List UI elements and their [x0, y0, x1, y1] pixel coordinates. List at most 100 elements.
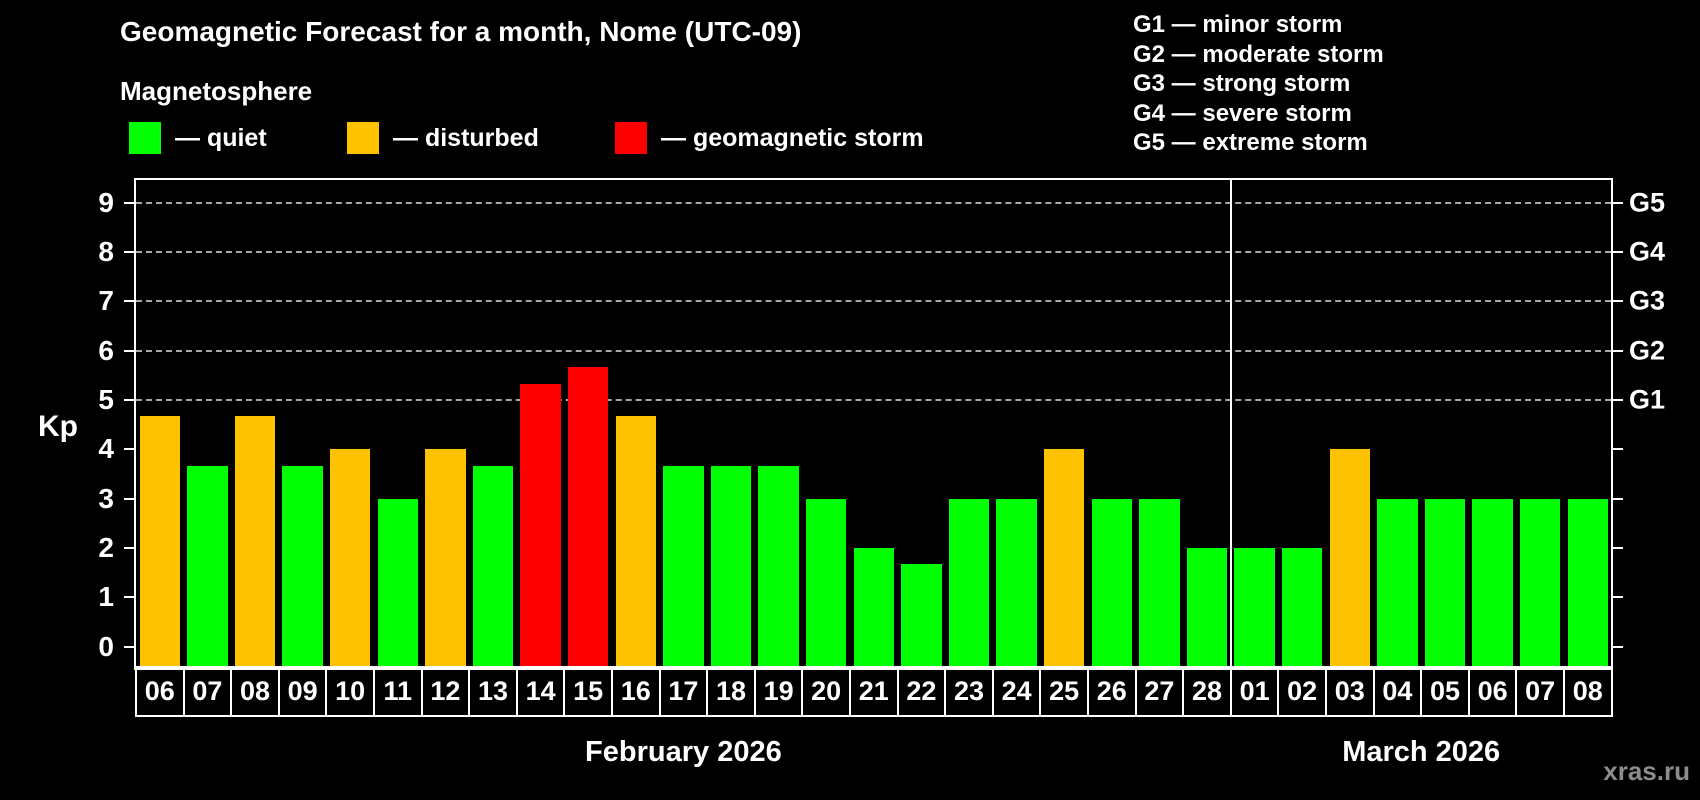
day-label: 17	[658, 666, 709, 717]
y-axis-tick-right	[1611, 546, 1623, 549]
day-label: 11	[373, 666, 423, 717]
y-axis-tick-label: 9	[98, 186, 114, 218]
gridline-kp6	[136, 349, 1611, 352]
day-label: 02	[1277, 666, 1327, 717]
day-label: 09	[277, 666, 328, 717]
legend-label-storm: — geomagnetic storm	[661, 123, 924, 152]
day-label: 07	[182, 666, 233, 717]
legend-item-storm: — geomagnetic storm	[615, 122, 924, 154]
gridline-kp8	[136, 251, 1611, 254]
day-label: 06	[135, 666, 185, 717]
kp-bar	[1567, 498, 1609, 668]
kp-bar	[282, 465, 323, 668]
kp-bar	[1091, 498, 1133, 668]
y-axis-tick-right	[1611, 596, 1623, 599]
right-axis-label-g4: G4	[1629, 236, 1666, 267]
right-axis-label-g3: G3	[1629, 285, 1666, 316]
disturbed-swatch-icon	[347, 122, 379, 154]
kp-bar	[1519, 498, 1561, 668]
gridline-kp9	[136, 201, 1611, 204]
magnetosphere-label: Magnetosphere	[120, 76, 313, 106]
gridline-kp7	[136, 300, 1611, 303]
kp-bar	[805, 498, 847, 668]
y-axis-tick-left	[124, 399, 136, 401]
day-label: 03	[1325, 666, 1375, 717]
day-label: 10	[325, 666, 375, 717]
y-axis-tick-label: 6	[98, 334, 114, 366]
day-label: 25	[1039, 666, 1089, 717]
right-axis-label-g5: G5	[1629, 187, 1666, 218]
legend-label-quiet: — quiet	[175, 123, 267, 152]
y-axis-tick-right	[1611, 497, 1623, 500]
y-axis-tick-left	[124, 448, 136, 451]
g-scale-legend-line: G2 — moderate storm	[1133, 40, 1384, 68]
kp-bar	[425, 449, 466, 668]
day-label: 14	[515, 666, 566, 717]
day-label: 07	[1515, 666, 1565, 717]
y-axis-tick-left	[124, 645, 136, 648]
day-label: 28	[1182, 666, 1232, 717]
kp-bar	[663, 465, 704, 668]
g-scale-legend-line: G4 — severe storm	[1133, 99, 1352, 127]
storm-scale-legend: G1 — minor storm G2 — moderate storm G3 — …	[1133, 10, 1384, 158]
day-label: 27	[1134, 666, 1185, 717]
gridline-kp5	[136, 399, 1611, 401]
kp-bar	[1043, 449, 1085, 668]
y-axis-tick-label: 1	[98, 581, 114, 613]
y-axis-tick-right	[1611, 399, 1623, 401]
day-label: 04	[1372, 666, 1423, 717]
kp-bar	[1377, 498, 1418, 668]
y-axis-tick-right	[1611, 201, 1623, 204]
day-label: 01	[1229, 666, 1280, 717]
kp-bar	[1186, 547, 1228, 668]
kp-bar	[853, 547, 895, 668]
day-label: 21	[849, 666, 899, 717]
day-label: 24	[991, 666, 1042, 717]
kp-bar	[329, 449, 371, 668]
kp-bar	[1329, 449, 1371, 668]
y-axis-tick-label: 3	[98, 482, 114, 514]
kp-bar	[1281, 547, 1323, 668]
day-label: 13	[468, 666, 518, 717]
day-label: 08	[1563, 666, 1613, 717]
kp-bar	[710, 465, 752, 668]
kp-bar	[139, 416, 181, 668]
x-axis-month-label: February 2026	[585, 736, 782, 768]
day-label: 08	[230, 666, 280, 717]
kp-bar	[1234, 547, 1275, 668]
y-axis-tick-right	[1611, 300, 1623, 303]
kp-bar	[472, 465, 514, 668]
day-label: 06	[1467, 666, 1518, 717]
y-axis-tick-left	[124, 497, 136, 500]
y-axis-tick-label: 7	[98, 285, 114, 317]
y-axis-tick-left	[124, 546, 136, 549]
kp-bar	[996, 498, 1037, 668]
y-axis-tick-right	[1611, 349, 1623, 352]
y-axis-tick-right	[1611, 645, 1623, 648]
kp-bar	[1424, 498, 1466, 668]
legend-label-disturbed: — disturbed	[393, 123, 539, 152]
y-axis-tick-label: 4	[98, 433, 114, 465]
day-label: 22	[896, 666, 947, 717]
month-separator-line	[1229, 180, 1232, 668]
g-scale-legend-line: G3 — strong storm	[1133, 70, 1351, 97]
watermark-xras: xras.ru	[1603, 756, 1690, 786]
y-axis-tick-left	[124, 251, 136, 254]
y-axis-tick-label: 8	[98, 236, 114, 268]
kp-bar	[234, 416, 276, 668]
y-axis-tick-left	[124, 300, 136, 303]
y-axis-tick-label: 2	[98, 531, 114, 563]
y-axis-tick-right	[1611, 448, 1623, 451]
kp-bar	[1139, 498, 1180, 668]
y-axis-tick-label: 5	[98, 384, 114, 415]
y-axis-tick-left	[124, 349, 136, 352]
day-label: 05	[1420, 666, 1470, 717]
g-scale-legend-line: G5 — extreme storm	[1133, 129, 1368, 156]
y-axis-tick-left	[124, 201, 136, 204]
day-label: 20	[801, 666, 851, 717]
g-scale-legend-line: G1 — minor storm	[1133, 11, 1343, 38]
right-axis-label-g2: G2	[1629, 335, 1666, 366]
kp-bar	[567, 366, 609, 668]
y-axis-tick-left	[124, 596, 136, 599]
